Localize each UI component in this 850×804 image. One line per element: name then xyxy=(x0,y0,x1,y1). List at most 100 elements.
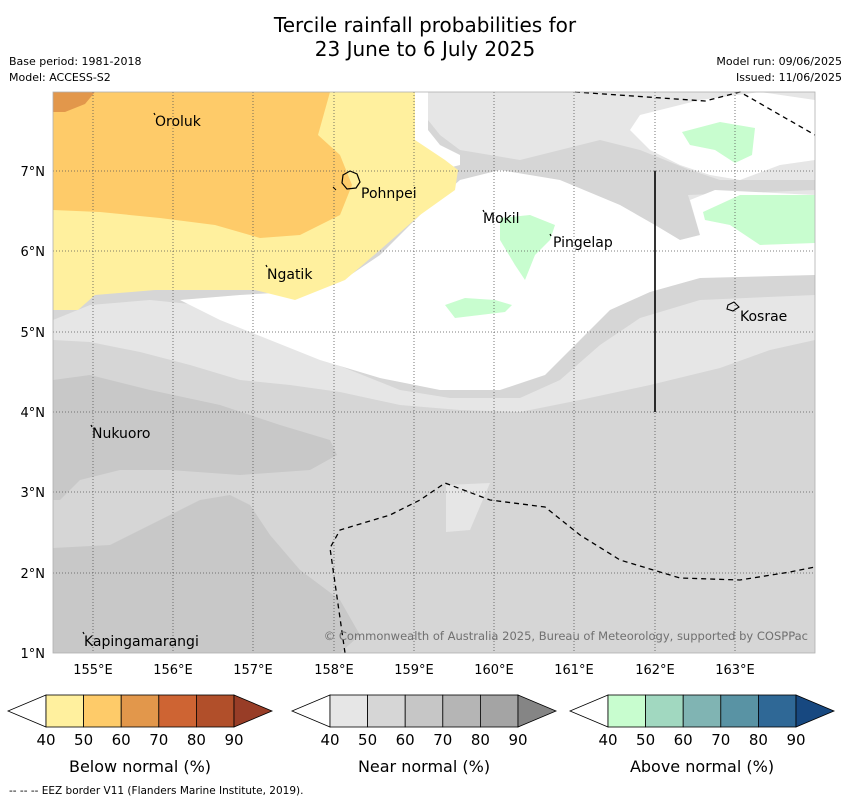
colorbar-tick-label: 90 xyxy=(508,731,527,749)
place-label: Mokil xyxy=(483,211,520,227)
colorbar-tick-label: 90 xyxy=(224,731,243,749)
colorbar-swatch xyxy=(45,694,84,728)
near-normal-40-50-region-small xyxy=(446,483,490,532)
colorbar-title: Near normal (%) xyxy=(358,757,490,776)
atoll-marks xyxy=(82,112,552,635)
place-label: Pohnpei xyxy=(361,186,417,202)
meta-right: Model run: 09/06/2025 Issued: 11/06/2025 xyxy=(716,54,842,86)
colorbar-min-arrow xyxy=(6,694,47,728)
above-normal-40-50-region-2 xyxy=(445,298,512,318)
colorbar-tick-label: 70 xyxy=(149,731,168,749)
colorbar-swatch xyxy=(645,694,684,728)
colorbar-tick-label: 80 xyxy=(471,731,490,749)
lon-tick-label: 157°E xyxy=(233,663,273,678)
lon-tick-label: 160°E xyxy=(474,663,514,678)
below-normal-50-60-region xyxy=(53,92,352,238)
colorbar-1: 40 50 60 70 80 90 Near normal (%) xyxy=(290,694,558,776)
model-run: Model run: 09/06/2025 xyxy=(716,55,842,68)
colorbars: 40 50 60 70 80 90 Below normal (%) 40 50 60 70 80 90… xyxy=(6,694,836,776)
lat-tick-label: 5°N xyxy=(21,326,46,341)
colorbar-swatch xyxy=(195,694,235,728)
colorbar-max-arrow xyxy=(517,694,558,728)
lat-tick-label: 6°N xyxy=(21,245,46,260)
colorbar-swatch xyxy=(758,694,797,728)
colorbar-tick-label: 60 xyxy=(674,731,693,749)
colorbar-min-arrow xyxy=(568,694,609,728)
lon-tick-label: 161°E xyxy=(554,663,594,678)
above-normal-40-50-region-3 xyxy=(682,122,755,163)
lat-tick-label: 3°N xyxy=(21,486,46,501)
below-normal-60-70-region xyxy=(53,92,95,112)
near-normal-60-70-region-south xyxy=(53,495,360,653)
model-name: Model: ACCESS-S2 xyxy=(9,71,111,84)
title-line-2: 23 June to 6 July 2025 xyxy=(314,37,536,61)
colorbar-tick-label: 60 xyxy=(396,731,415,749)
colorbar-swatch xyxy=(83,694,122,728)
lon-tick-label: 163°E xyxy=(715,663,755,678)
place-label: Oroluk xyxy=(155,114,202,130)
lon-tick-label: 155°E xyxy=(73,663,113,678)
eez-footnote: -- -- -- EEZ border V11 (Flanders Marine… xyxy=(9,785,304,797)
lon-tick-label: 156°E xyxy=(153,663,193,678)
colorbar-0: 40 50 60 70 80 90 Below normal (%) xyxy=(6,694,274,776)
near-normal-60-70-region xyxy=(53,375,337,500)
lat-tick-label: 4°N xyxy=(21,406,46,421)
colorbar-swatch xyxy=(720,694,759,728)
colorbar-swatch xyxy=(607,694,646,728)
colorbar-2: 40 50 60 70 80 90 Above normal (%) xyxy=(568,694,836,776)
lat-tick-label: 2°N xyxy=(21,567,46,582)
latitude-axis: 7°N 6°N 5°N 4°N 3°N 2°N 1°N xyxy=(21,165,46,662)
colorbar-swatch xyxy=(442,694,481,728)
colorbar-swatch xyxy=(329,694,368,728)
colorbar-tick-label: 80 xyxy=(187,731,206,749)
place-label: Nukuoro xyxy=(92,426,150,442)
pohnpei-island-outline xyxy=(341,170,361,190)
lon-tick-label: 162°E xyxy=(635,663,675,678)
colorbar-max-arrow xyxy=(795,694,836,728)
colorbar-max-arrow xyxy=(233,694,274,728)
colorbar-tick-label: 50 xyxy=(636,731,655,749)
meta-left: Base period: 1981-2018 Model: ACCESS-S2 xyxy=(9,54,141,86)
place-label: Ngatik xyxy=(267,267,313,283)
copyright-notice: © Commonwealth of Australia 2025, Bureau… xyxy=(324,629,808,643)
kosrae-island-outline xyxy=(726,301,740,312)
ant-atoll-mark xyxy=(332,186,337,191)
colorbar-tick-label: 40 xyxy=(36,731,55,749)
map-title: Tercile rainfall probabilities for 23 Ju… xyxy=(0,13,850,61)
lat-tick-label: 1°N xyxy=(21,647,46,662)
probability-contours xyxy=(53,92,815,653)
above-normal-40-50-region-4 xyxy=(703,195,815,245)
lat-tick-label: 7°N xyxy=(21,165,46,180)
base-period: Base period: 1981-2018 xyxy=(9,55,142,68)
colorbar-tick-label: 50 xyxy=(74,731,93,749)
colorbar-swatch xyxy=(682,694,722,728)
place-label: Kosrae xyxy=(740,309,787,325)
no-signal-region xyxy=(180,170,815,390)
colorbar-min-arrow xyxy=(290,694,331,728)
colorbar-title: Below normal (%) xyxy=(69,757,211,776)
near-normal-40-50-region xyxy=(53,295,815,412)
colorbar-swatch xyxy=(404,694,444,728)
colorbar-tick-label: 40 xyxy=(320,731,339,749)
lon-tick-label: 158°E xyxy=(314,663,354,678)
place-label: Kapingamarangi xyxy=(84,634,199,650)
colorbar-swatch xyxy=(120,694,160,728)
colorbar-tick-label: 70 xyxy=(711,731,730,749)
longitude-axis: 155°E 156°E 157°E 158°E 159°E 160°E 161°… xyxy=(73,663,755,678)
colorbar-tick-label: 40 xyxy=(598,731,617,749)
colorbar-tick-label: 50 xyxy=(358,731,377,749)
colorbar-swatch xyxy=(367,694,406,728)
colorbar-tick-label: 80 xyxy=(749,731,768,749)
place-label: Pingelap xyxy=(553,235,613,251)
colorbar-tick-label: 90 xyxy=(786,731,805,749)
eez-border xyxy=(329,91,816,654)
above-normal-40-50-region-1 xyxy=(500,215,555,280)
lon-tick-label: 159°E xyxy=(394,663,434,678)
colorbar-title: Above normal (%) xyxy=(630,757,774,776)
colorbar-tick-label: 70 xyxy=(433,731,452,749)
colorbar-swatch xyxy=(158,694,197,728)
issued-date: Issued: 11/06/2025 xyxy=(735,71,842,84)
colorbar-swatch xyxy=(479,694,519,728)
title-line-1: Tercile rainfall probabilities for xyxy=(273,13,577,37)
